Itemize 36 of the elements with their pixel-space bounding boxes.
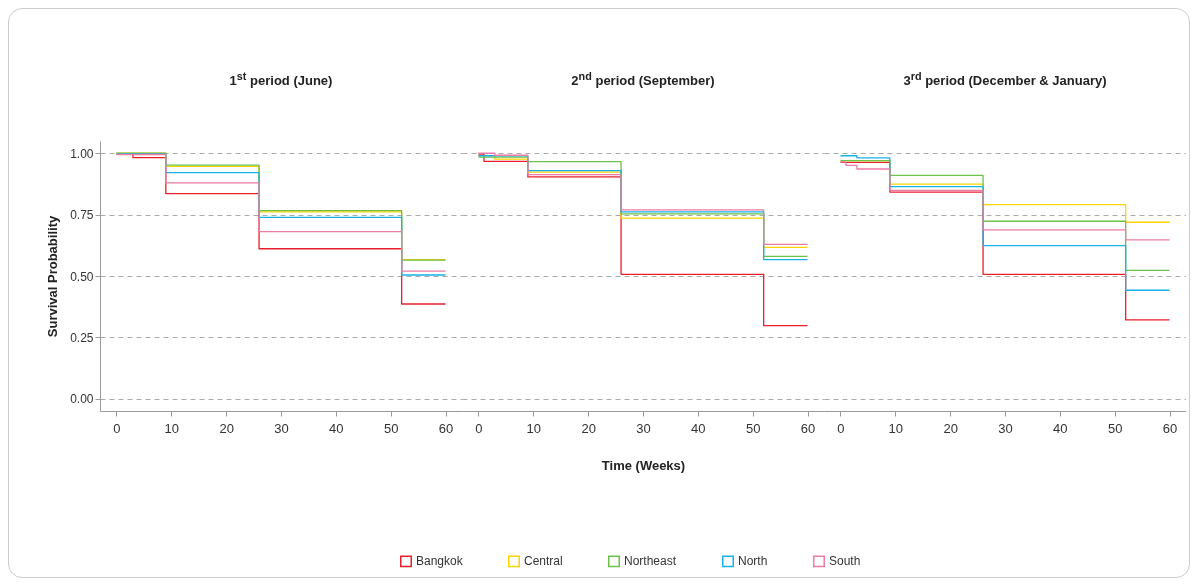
y-tick-label: 0.00 <box>70 392 94 407</box>
legend-label: Northeast <box>624 554 677 569</box>
chart-title: 1$^{st}$ period (June) <box>228 70 334 89</box>
x-tick-label: 20 <box>581 420 596 436</box>
x-tick-label: 10 <box>164 420 180 436</box>
x-tick-label: 40 <box>691 420 706 436</box>
x-tick-label: 60 <box>800 420 816 436</box>
x-tick-label: 40 <box>329 420 344 436</box>
x-tick-label: 40 <box>1053 420 1068 436</box>
x-tick-label: 20 <box>219 420 234 436</box>
x-tick-label: 50 <box>745 420 761 436</box>
legend-label: South <box>829 554 861 569</box>
x-tick-label: 60 <box>1162 420 1178 436</box>
y-tick-label: 1.00 <box>70 146 94 161</box>
x-tick-label: 30 <box>998 420 1013 436</box>
x-tick-label: 10 <box>888 420 904 436</box>
x-tick-label: 0 <box>837 420 845 436</box>
x-axis-title: Time (Weeks) <box>601 457 686 473</box>
y-tick-label: 0.50 <box>70 269 94 284</box>
chart-title: 3$^{rd}$ period (December & January) <box>902 70 1108 89</box>
x-tick-label: 50 <box>383 420 399 436</box>
x-tick-label: 30 <box>274 420 289 436</box>
x-tick-label: 10 <box>526 420 542 436</box>
legend-label: North <box>738 554 768 569</box>
x-tick-label: 60 <box>438 420 454 436</box>
y-tick-label: 0.75 <box>70 208 94 223</box>
x-tick-label: 30 <box>636 420 651 436</box>
x-tick-label: 0 <box>475 420 483 436</box>
y-axis-title: Survival Probability <box>45 215 61 338</box>
x-tick-label: 50 <box>1107 420 1123 436</box>
chart-title: 2$^{nd}$ period (September) <box>570 70 716 89</box>
x-tick-label: 0 <box>113 420 121 436</box>
y-tick-label: 0.25 <box>70 330 94 345</box>
legend-label: Bangkok <box>416 554 464 569</box>
legend-label: Central <box>524 554 563 569</box>
x-tick-label: 20 <box>943 420 958 436</box>
